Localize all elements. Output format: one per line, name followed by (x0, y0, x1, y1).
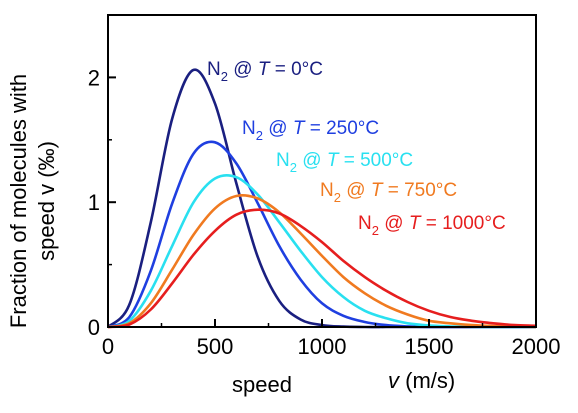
x-tick-label: 1500 (405, 334, 454, 359)
series-line-t1000 (107, 208, 537, 329)
y-axis-label-line1: Fraction of molecules with (6, 74, 31, 328)
y-tick-label: 2 (88, 65, 100, 90)
series-label-t500: N2 @ T = 500°C (276, 150, 413, 175)
series-label-t750: N2 @ T = 750°C (320, 180, 457, 205)
series-label-t250: N2 @ T = 250°C (242, 118, 379, 143)
x-tick-label: 500 (197, 334, 234, 359)
y-axis-label-line2: speed v (‰) (34, 141, 59, 261)
x-axis-label-v: v (m/s) (388, 368, 455, 393)
series-line-t750 (107, 193, 537, 329)
y-axis-ticks: 0 1 2 (88, 65, 116, 340)
x-tick-label: 2000 (512, 334, 561, 359)
x-tick-label: 0 (102, 334, 114, 359)
x-axis-label-speed: speed (232, 372, 292, 397)
x-axis-ticks: 0 500 1000 1500 2000 (102, 319, 561, 359)
series-label-t0: N2 @ T = 0°C (207, 59, 323, 84)
y-tick-label: 1 (88, 190, 100, 215)
x-tick-label: 1000 (298, 334, 347, 359)
y-tick-label: 0 (88, 315, 100, 340)
series-label-t1000: N2 @ T = 1000°C (358, 213, 506, 238)
series-labels: N2 @ T = 0°C N2 @ T = 250°C N2 @ T = 500°C… (207, 59, 506, 238)
